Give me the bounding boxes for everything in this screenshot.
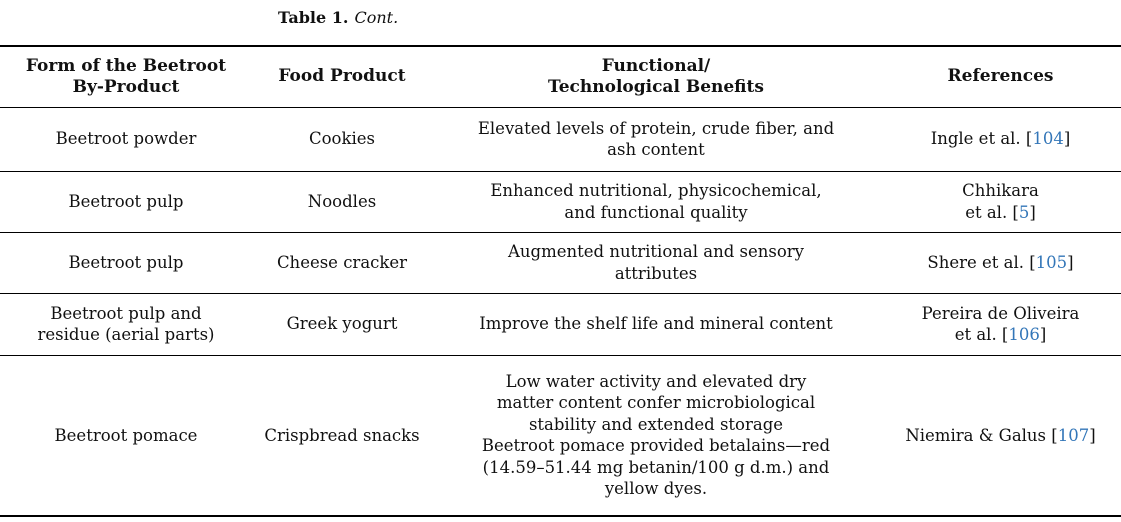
table-caption: Table 1. Cont. xyxy=(278,8,398,28)
header-references: References xyxy=(880,46,1121,108)
cell-benefits: Improve the shelf life and mineral conte… xyxy=(479,314,833,334)
table-caption-label: Table 1. xyxy=(278,8,349,27)
reference-citation-link[interactable]: 105 xyxy=(1035,252,1068,272)
cell-benefits: Enhanced nutritional, physicochemical, a… xyxy=(490,181,822,222)
cell-reference: Shere et al. [105] xyxy=(880,232,1121,293)
reference-text: Niemira & Galus [ xyxy=(905,425,1058,445)
reference-text: Pereira de Oliveira et al. [ xyxy=(921,303,1080,345)
cell-product: Cookies xyxy=(309,129,375,149)
cell-product: Crispbread snacks xyxy=(264,425,420,445)
cell-reference: Pereira de Oliveira et al. [106] xyxy=(880,293,1121,355)
reference-text: Ingle et al. [ xyxy=(930,129,1033,149)
reference-citation-link[interactable]: 107 xyxy=(1057,425,1090,445)
reference-text: Shere et al. [ xyxy=(927,252,1036,272)
reference-bracket: ] xyxy=(1067,252,1074,272)
beetroot-byproduct-table: Form of the Beetroot By-Product Food Pro… xyxy=(0,45,1121,517)
cell-product: Greek yogurt xyxy=(286,314,398,334)
cell-reference: Niemira & Galus [107] xyxy=(880,355,1121,516)
header-form: Form of the Beetroot By-Product xyxy=(0,46,252,108)
table-row: Beetroot pulp Noodles Enhanced nutrition… xyxy=(0,171,1121,232)
cell-form: Beetroot pomace xyxy=(54,425,198,445)
table-row: Beetroot powder Cookies Elevated levels … xyxy=(0,107,1121,171)
reference-citation-link[interactable]: 106 xyxy=(1008,325,1040,344)
cell-form: Beetroot pulp xyxy=(68,191,184,211)
cell-reference: Chhikara et al. [5] xyxy=(880,171,1121,232)
reference-bracket: ] xyxy=(1039,325,1047,344)
reference-bracket: ] xyxy=(1063,129,1071,149)
header-food-product: Food Product xyxy=(252,46,432,108)
cell-benefits: Elevated levels of protein, crude fiber,… xyxy=(477,118,835,160)
table-row: Beetroot pulp and residue (aerial parts)… xyxy=(0,293,1121,355)
reference-citation-link[interactable]: 5 xyxy=(1018,202,1030,222)
table-body: Beetroot powder Cookies Elevated levels … xyxy=(0,107,1121,516)
reference-bracket: ] xyxy=(1029,202,1036,222)
cell-form: Beetroot pulp xyxy=(68,252,184,272)
cell-form: Beetroot powder xyxy=(55,129,197,149)
cell-reference: Ingle et al. [104] xyxy=(880,107,1121,171)
cell-benefits: Augmented nutritional and sensory attrib… xyxy=(508,242,804,283)
cell-form: Beetroot pulp and residue (aerial parts) xyxy=(37,303,215,345)
cell-benefits: Low water activity and elevated dry matt… xyxy=(481,371,831,499)
cell-product: Noodles xyxy=(307,191,377,211)
table-header: Form of the Beetroot By-Product Food Pro… xyxy=(0,46,1121,108)
header-row: Form of the Beetroot By-Product Food Pro… xyxy=(0,46,1121,108)
table-row: Beetroot pomace Crispbread snacks Low wa… xyxy=(0,355,1121,516)
reference-text: Chhikara et al. [ xyxy=(962,181,1039,222)
cell-product: Cheese cracker xyxy=(276,252,408,272)
table-row: Beetroot pulp Cheese cracker Augmented n… xyxy=(0,232,1121,293)
header-benefits: Functional/ Technological Benefits xyxy=(432,46,880,108)
reference-bracket: ] xyxy=(1089,425,1096,445)
table-caption-cont: Cont. xyxy=(354,8,399,27)
reference-citation-link[interactable]: 104 xyxy=(1032,129,1064,149)
